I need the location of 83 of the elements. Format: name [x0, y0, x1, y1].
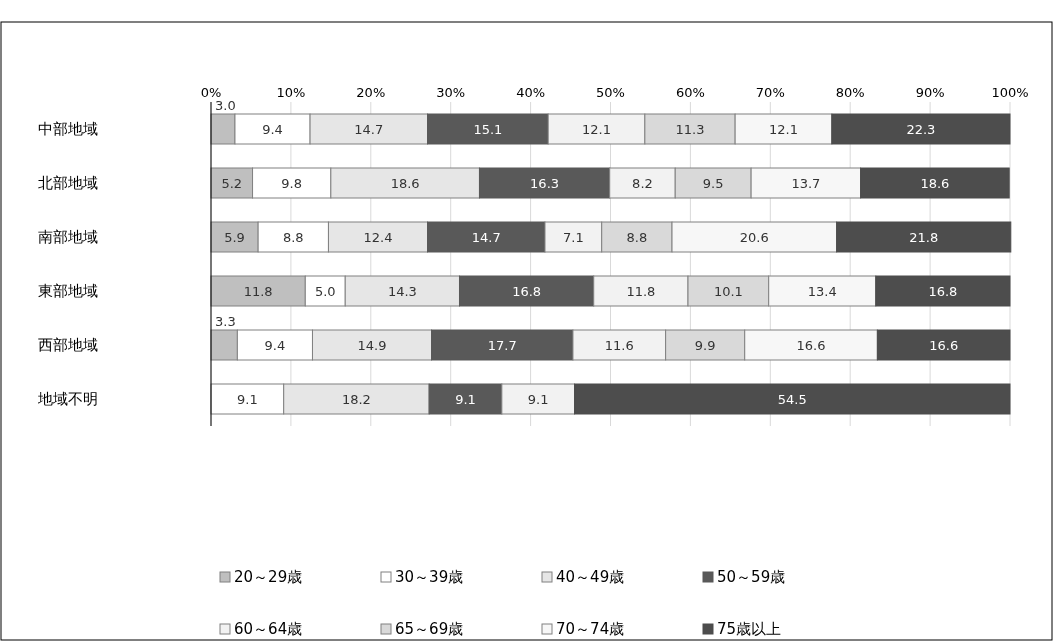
x-tick-label: 40% — [516, 85, 546, 100]
legend-label: 65～69歳 — [395, 620, 464, 638]
data-label: 10.1 — [713, 284, 743, 299]
data-label: 8.2 — [632, 176, 653, 191]
data-label: 12.4 — [363, 230, 393, 245]
data-label: 11.6 — [604, 338, 634, 353]
data-label: 16.8 — [512, 284, 542, 299]
y-tick-label: 北部地域 — [38, 174, 98, 192]
legend-label: 20～29歳 — [234, 568, 303, 586]
legend-label: 40～49歳 — [556, 568, 625, 586]
bar — [860, 167, 1010, 199]
data-label: 16.3 — [530, 176, 560, 191]
legend-label: 50～59歳 — [717, 568, 786, 586]
data-label: 11.8 — [626, 284, 656, 299]
x-tick-label: 90% — [915, 85, 945, 100]
bar — [458, 275, 595, 307]
x-tick-label: 80% — [835, 85, 865, 100]
data-label: 21.8 — [909, 230, 939, 245]
data-label: 9.4 — [262, 122, 283, 137]
x-tick-label: 30% — [436, 85, 466, 100]
data-label: 18.2 — [341, 392, 371, 407]
bar — [501, 383, 576, 415]
data-label: 3.3 — [215, 314, 236, 329]
data-label: 16.8 — [928, 284, 958, 299]
data-label: 13.7 — [791, 176, 821, 191]
data-label: 5.0 — [314, 284, 336, 299]
legend-label: 30～39歳 — [395, 568, 464, 586]
legend-label: 60～64歳 — [234, 620, 303, 638]
x-tick-label: 20% — [356, 85, 386, 100]
data-label: 18.6 — [390, 176, 420, 191]
data-label: 14.9 — [357, 338, 387, 353]
y-tick-label: 西部地域 — [38, 336, 98, 354]
bar — [428, 383, 503, 415]
data-label: 3.0 — [215, 98, 236, 113]
data-label: 5.9 — [224, 230, 245, 245]
data-label: 9.8 — [281, 176, 303, 191]
bar — [431, 329, 574, 361]
y-tick-label: 地域不明 — [37, 390, 98, 408]
legend-label: 75歳以上 — [717, 620, 782, 638]
bar — [875, 275, 1011, 307]
y-tick-label: 中部地域 — [38, 120, 98, 138]
x-tick-label: 50% — [596, 85, 625, 100]
data-label: 18.6 — [920, 176, 950, 191]
bar — [574, 383, 1011, 415]
x-tick-label: 10% — [276, 85, 306, 100]
data-label: 13.4 — [807, 284, 837, 299]
legend-label: 70～74歳 — [556, 620, 625, 638]
data-label: 7.1 — [563, 230, 584, 245]
data-label: 8.8 — [626, 230, 648, 245]
bar — [427, 221, 546, 253]
bar — [427, 113, 549, 145]
data-label: 15.1 — [473, 122, 503, 137]
data-label: 12.1 — [769, 122, 798, 137]
x-tick-label: 100% — [991, 85, 1029, 100]
data-label: 9.1 — [455, 392, 476, 407]
data-label: 9.1 — [237, 392, 258, 407]
bar — [836, 221, 1012, 253]
data-label: 8.8 — [282, 230, 304, 245]
x-tick-label: 0% — [200, 85, 222, 100]
data-label: 20.6 — [739, 230, 769, 245]
y-tick-label: 東部地域 — [38, 282, 98, 300]
data-label: 14.3 — [387, 284, 417, 299]
x-tick-label: 70% — [755, 85, 785, 100]
data-label: 9.9 — [694, 338, 716, 353]
bar — [876, 329, 1011, 361]
data-label: 9.5 — [702, 176, 724, 191]
bar — [478, 167, 611, 199]
data-label: 11.8 — [243, 284, 273, 299]
data-label: 14.7 — [354, 122, 384, 137]
data-label: 9.1 — [527, 392, 549, 407]
data-label: 12.1 — [582, 122, 611, 137]
data-label: 17.7 — [487, 338, 517, 353]
y-tick-label: 南部地域 — [38, 228, 98, 246]
x-tick-label: 60% — [675, 85, 705, 100]
data-label: 22.3 — [906, 122, 936, 137]
data-label: 16.6 — [929, 338, 959, 353]
data-label: 9.4 — [264, 338, 286, 353]
bar — [831, 113, 1011, 145]
data-label: 14.7 — [471, 230, 501, 245]
data-label: 5.2 — [221, 176, 243, 191]
data-label: 11.3 — [675, 122, 705, 137]
data-label: 16.6 — [796, 338, 826, 353]
data-label: 54.5 — [777, 392, 807, 407]
